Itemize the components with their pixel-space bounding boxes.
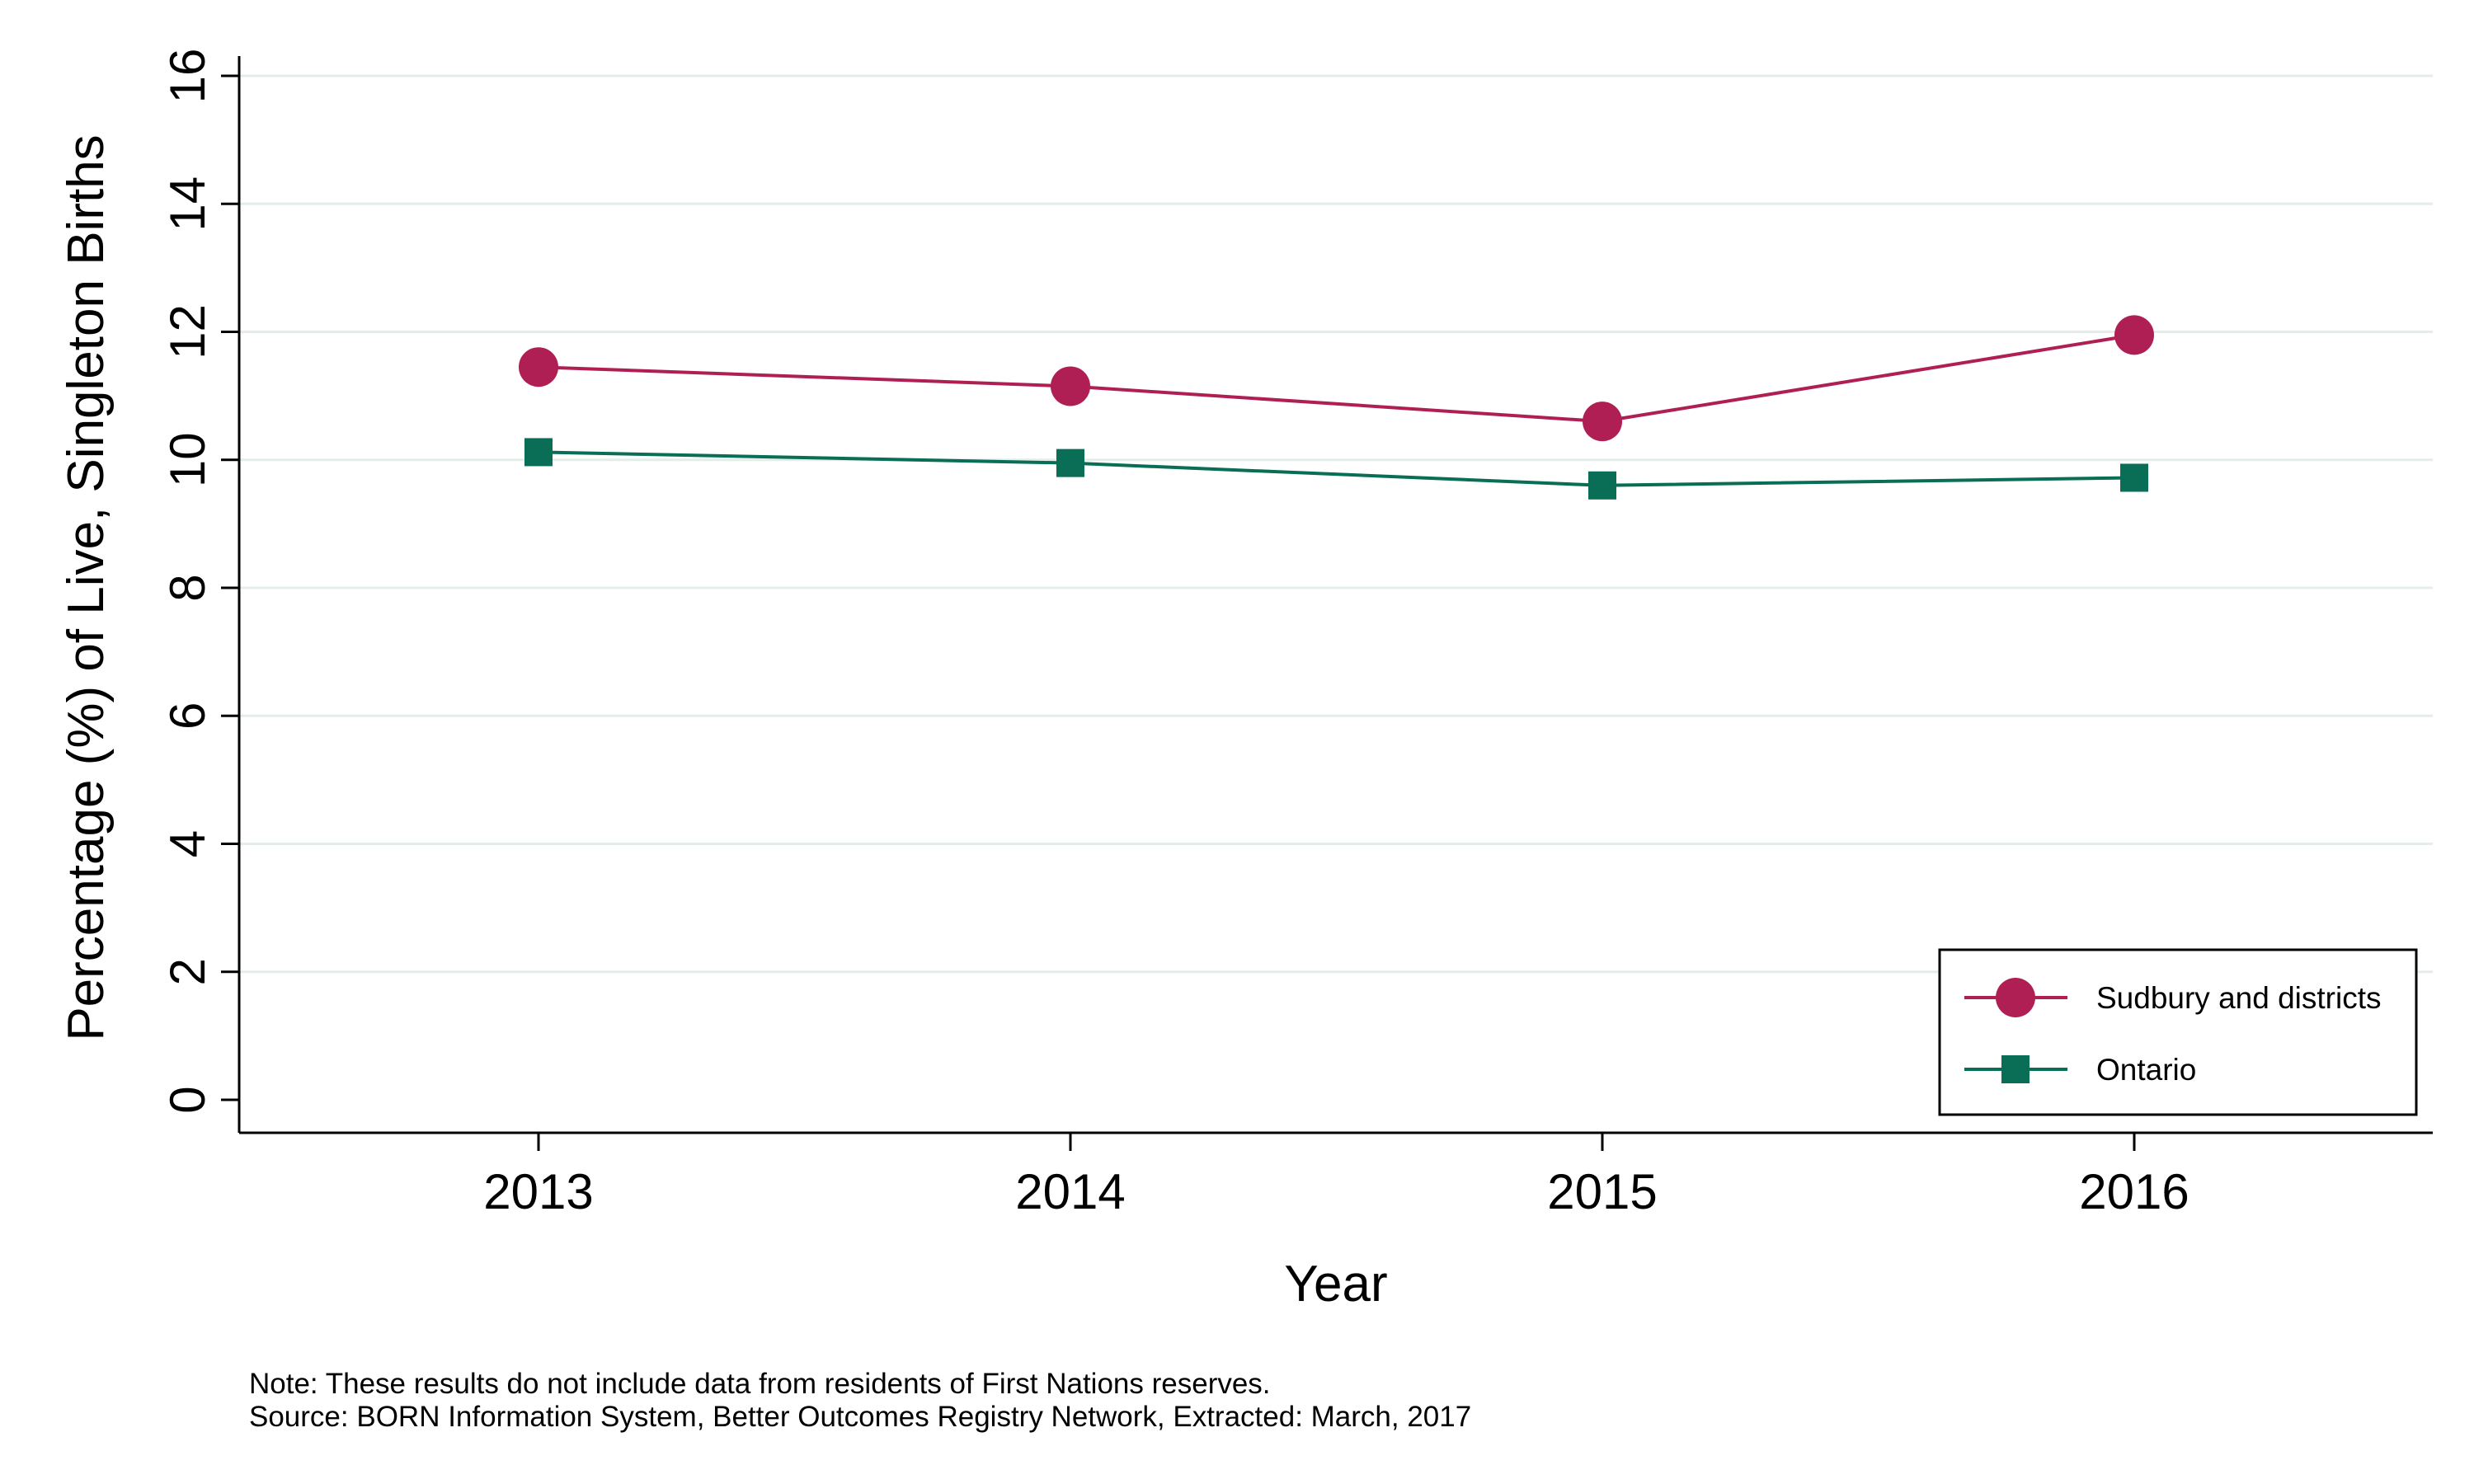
legend-label-ontario: Ontario xyxy=(2096,1053,2196,1087)
x-axis-title: Year xyxy=(1284,1256,1387,1313)
series-line-1 xyxy=(538,450,2135,487)
y-tick-label: 10 xyxy=(160,432,215,487)
data-point xyxy=(1583,402,1622,442)
data-point xyxy=(1056,448,1084,477)
data-point xyxy=(524,438,553,467)
y-tick-label: 8 xyxy=(160,574,215,601)
axes xyxy=(238,56,2433,1134)
data-point xyxy=(2120,463,2148,492)
y-axis-ticks: 0 2 4 6 8 10 12 14 16 xyxy=(160,49,239,1114)
legend-box xyxy=(1938,948,2418,1116)
x-tick-label: 2016 xyxy=(2079,1164,2189,1219)
y-axis-title: Percentage (%) of Live, Singleton Births xyxy=(58,134,115,1040)
y-tick-label: 16 xyxy=(160,49,215,104)
gridlines xyxy=(239,74,2433,974)
series-line-0 xyxy=(538,333,2135,424)
series xyxy=(519,315,2154,500)
legend: Sudbury and districts Ontario xyxy=(1938,948,2418,1116)
x-tick-label: 2015 xyxy=(1547,1164,1657,1219)
y-tick-label: 6 xyxy=(160,702,215,730)
x-tick-label: 2014 xyxy=(1015,1164,1125,1219)
legend-marker-sudbury xyxy=(1996,978,2035,1017)
x-tick-label: 2013 xyxy=(483,1164,593,1219)
y-tick-label: 0 xyxy=(160,1086,215,1113)
x-axis-ticks: 2013 2014 2015 2016 xyxy=(483,1133,2189,1219)
data-point xyxy=(519,347,558,387)
data-point xyxy=(1588,471,1616,500)
legend-marker-ontario xyxy=(2001,1055,2030,1083)
data-point xyxy=(2114,315,2154,355)
legend-label-sudbury: Sudbury and districts xyxy=(2096,981,2382,1015)
y-tick-label: 12 xyxy=(160,304,215,359)
y-tick-label: 2 xyxy=(160,958,215,985)
y-tick-label: 14 xyxy=(160,176,215,232)
footnote-source: Source: BORN Information System, Better … xyxy=(249,1401,1471,1433)
y-tick-label: 4 xyxy=(160,830,215,857)
data-point xyxy=(1051,366,1090,406)
footnote-note: Note: These results do not include data … xyxy=(249,1368,1271,1400)
